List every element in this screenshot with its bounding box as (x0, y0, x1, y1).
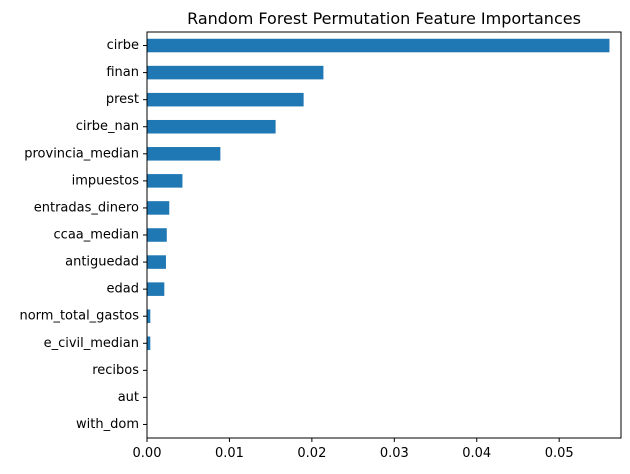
y-tick-label: antiguedad (65, 255, 139, 270)
y-tick-label: recibos (92, 363, 139, 378)
bars-layer (147, 38, 610, 351)
bar-prest (147, 92, 304, 107)
bar-norm_total_gastos (147, 309, 151, 323)
y-tick-label: cirbe_nan (76, 119, 139, 134)
bar-antiguedad (147, 255, 166, 269)
bar-entradas_dinero (147, 201, 170, 215)
x-tick-label: 0.02 (297, 446, 326, 461)
y-tick-label: entradas_dinero (34, 200, 139, 215)
bar-impuestos (147, 174, 183, 188)
x-tick-label: 0.00 (133, 446, 162, 461)
y-tick-label: edad (107, 282, 139, 297)
y-tick-label: e_civil_median (44, 336, 139, 351)
bar-cirbe_nan (147, 119, 276, 134)
y-tick-label: prest (106, 92, 139, 107)
plot-frame (146, 31, 622, 439)
y-tick-label: provincia_median (24, 146, 139, 161)
y-tick-label: impuestos (72, 173, 140, 188)
y-tick-label: finan (106, 65, 139, 80)
x-axis: 0.00 0.01 0.02 0.03 0.04 0.05 (133, 438, 574, 461)
y-tick-label: with_dom (76, 417, 139, 432)
bar-provincia_median (147, 147, 221, 161)
y-tick-label: aut (118, 390, 139, 405)
y-tick-label: cirbe (107, 38, 139, 53)
x-tick-label: 0.04 (462, 446, 491, 461)
x-tick-label: 0.05 (545, 446, 574, 461)
bar-finan (147, 65, 324, 80)
y-tick-label: ccaa_median (54, 228, 139, 243)
bar-ccaa_median (147, 228, 167, 242)
y-axis: cirbe finan prest cirbe_nan provincia_median… (19, 38, 147, 432)
bar-e_civil_median (147, 336, 151, 351)
chart-title: Random Forest Permutation Feature Import… (187, 9, 581, 28)
x-tick-label: 0.01 (215, 446, 244, 461)
y-tick-label: norm_total_gastos (19, 309, 139, 324)
bar-edad (147, 282, 165, 296)
bar-cirbe (147, 38, 610, 53)
x-tick-label: 0.03 (380, 446, 409, 461)
